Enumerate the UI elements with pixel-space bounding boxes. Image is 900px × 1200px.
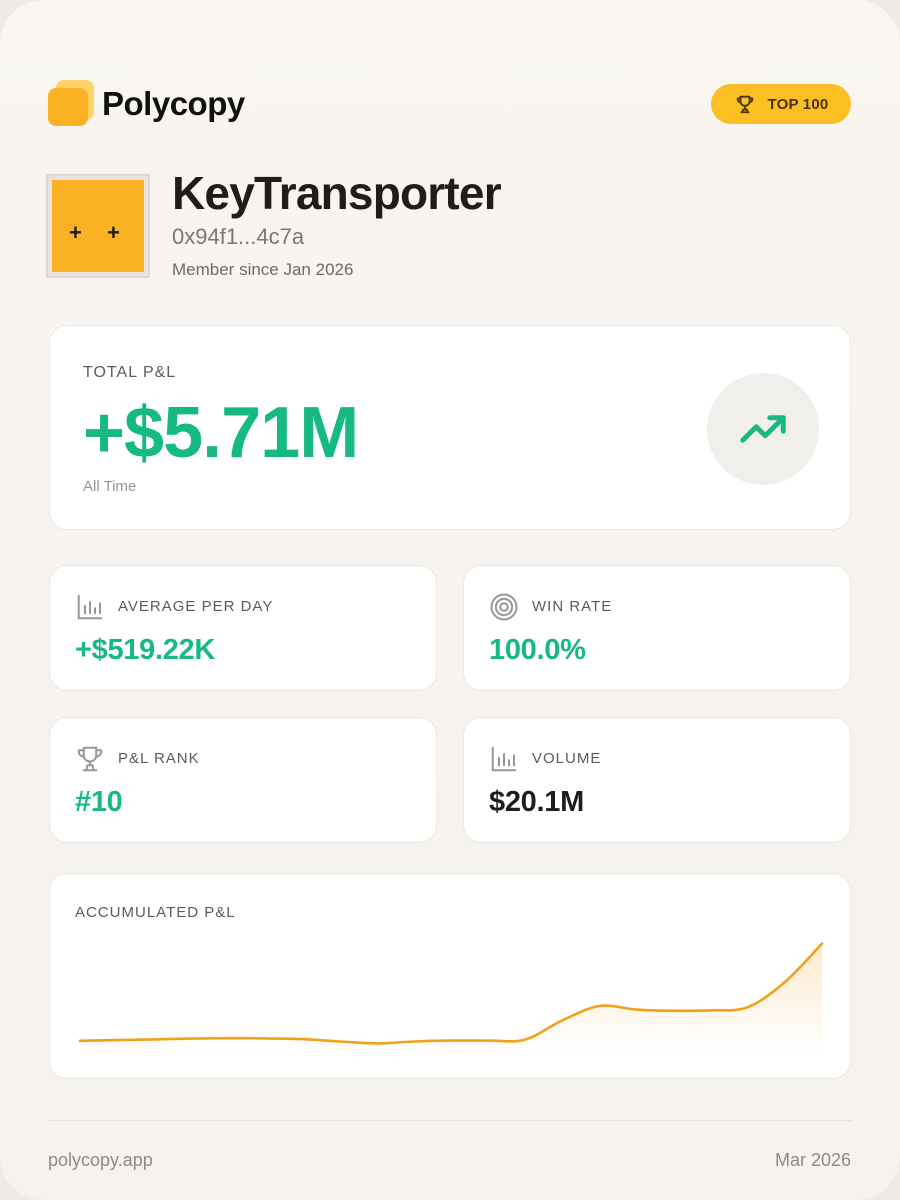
pnl-rank-label: P&L RANK bbox=[118, 750, 200, 767]
footer-site: polycopy.app bbox=[48, 1150, 153, 1170]
polycopy-logo-icon bbox=[48, 80, 96, 128]
average-per-day-value: +$519.22K bbox=[75, 634, 216, 666]
avatar-eye-right: + bbox=[107, 220, 120, 245]
volume-card: VOLUME $20.1M bbox=[463, 717, 851, 843]
volume-label: VOLUME bbox=[532, 750, 602, 767]
trophy-icon bbox=[77, 746, 103, 772]
total-pnl-card: TOTAL P&L +$5.71M All Time bbox=[49, 325, 851, 530]
accumulated-pnl-label: ACCUMULATED P&L bbox=[75, 904, 236, 921]
volume-value: $20.1M bbox=[489, 786, 584, 818]
average-per-day-card: AVERAGE PER DAY +$519.22K bbox=[49, 565, 437, 691]
total-pnl-label: TOTAL P&L bbox=[83, 364, 177, 381]
trophy-icon bbox=[736, 95, 753, 114]
bar-chart-icon bbox=[77, 594, 103, 620]
wallet-address: 0x94f1...4c7a bbox=[172, 224, 305, 249]
win-rate-card: WIN RATE 100.0% bbox=[463, 565, 851, 691]
chart-series-line bbox=[78, 942, 824, 1045]
brand: Polycopy bbox=[48, 80, 245, 128]
total-pnl-value: +$5.71M bbox=[83, 393, 359, 473]
member-since: Member since Jan 2026 bbox=[172, 260, 354, 279]
trending-up-icon bbox=[740, 415, 786, 443]
win-rate-value: 100.0% bbox=[489, 634, 586, 666]
trend-badge bbox=[707, 373, 819, 485]
pnl-rank-card: P&L RANK #10 bbox=[49, 717, 437, 843]
average-per-day-label: AVERAGE PER DAY bbox=[118, 598, 274, 615]
total-pnl-period: All Time bbox=[83, 478, 137, 495]
footer-divider bbox=[48, 1120, 852, 1121]
badge-label: TOP 100 bbox=[767, 95, 829, 113]
accumulated-pnl-card: ACCUMULATED P&L bbox=[49, 873, 851, 1079]
accumulated-pnl-chart bbox=[78, 942, 824, 1054]
username: KeyTransporter bbox=[172, 167, 502, 219]
avatar-eye-left: + bbox=[69, 220, 82, 245]
brand-name: Polycopy bbox=[102, 85, 245, 122]
chart-area-fill bbox=[80, 943, 822, 1054]
win-rate-label: WIN RATE bbox=[532, 598, 613, 615]
top-100-badge: TOP 100 bbox=[711, 84, 851, 124]
avatar: + + bbox=[46, 174, 150, 278]
bar-chart-icon bbox=[491, 746, 517, 772]
target-icon bbox=[490, 593, 518, 621]
pnl-rank-value: #10 bbox=[75, 786, 123, 818]
footer-date: Mar 2026 bbox=[774, 1150, 851, 1170]
